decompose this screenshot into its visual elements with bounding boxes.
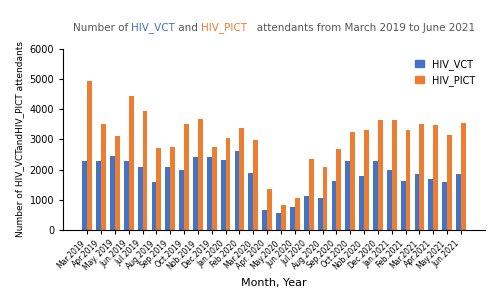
Bar [110, 156, 115, 230]
Bar [138, 167, 142, 230]
Bar [96, 161, 101, 230]
Bar [166, 167, 170, 230]
Bar [129, 96, 134, 230]
Bar [184, 124, 189, 230]
Legend: HIV_VCT, HIV_PICT: HIV_VCT, HIV_PICT [410, 54, 480, 91]
Text: and: and [175, 23, 202, 33]
Bar [350, 132, 355, 230]
Bar [392, 120, 396, 230]
Bar [387, 170, 392, 230]
Bar [359, 176, 364, 230]
Bar [322, 167, 328, 230]
Bar [156, 148, 162, 230]
Bar [221, 160, 226, 230]
Bar [401, 181, 406, 230]
Bar [420, 124, 424, 230]
Bar [87, 81, 92, 230]
Bar [240, 128, 244, 230]
Bar [82, 161, 87, 230]
Bar [262, 210, 267, 230]
Bar [281, 205, 286, 230]
Bar [276, 213, 281, 230]
Text: HIV_PICT: HIV_PICT [202, 22, 248, 33]
Bar [152, 181, 156, 230]
Bar [364, 130, 369, 230]
Bar [267, 189, 272, 230]
Bar [254, 140, 258, 230]
Bar [248, 173, 254, 230]
Bar [198, 119, 203, 230]
Bar [461, 123, 466, 230]
Bar [434, 125, 438, 230]
Bar [142, 111, 148, 230]
Bar [234, 152, 240, 230]
Bar [373, 161, 378, 230]
Bar [304, 196, 308, 230]
Bar [332, 181, 336, 230]
Bar [193, 157, 198, 230]
Bar [295, 198, 300, 230]
Bar [180, 170, 184, 230]
Bar [456, 174, 461, 230]
Text: attendants from March 2019 to June 2021: attendants from March 2019 to June 2021 [248, 23, 476, 33]
Bar [318, 198, 322, 230]
Bar [124, 161, 129, 230]
Bar [207, 157, 212, 230]
Bar [447, 135, 452, 230]
Bar [414, 174, 420, 230]
Bar [378, 120, 383, 230]
Bar [290, 207, 295, 230]
Text: HIV_VCT: HIV_VCT [132, 22, 175, 33]
Bar [428, 179, 434, 230]
Bar [212, 147, 216, 230]
Bar [308, 159, 314, 230]
Bar [346, 161, 350, 230]
Bar [115, 136, 120, 230]
X-axis label: Month, Year: Month, Year [242, 278, 307, 288]
Bar [442, 181, 447, 230]
Bar [406, 131, 410, 230]
Bar [226, 138, 230, 230]
Bar [336, 149, 341, 230]
Bar [101, 124, 106, 230]
Bar [170, 147, 175, 230]
Y-axis label: Number of HIV_VCTandHIV_PICT attendants: Number of HIV_VCTandHIV_PICT attendants [15, 42, 24, 238]
Text: Number of: Number of [73, 23, 132, 33]
